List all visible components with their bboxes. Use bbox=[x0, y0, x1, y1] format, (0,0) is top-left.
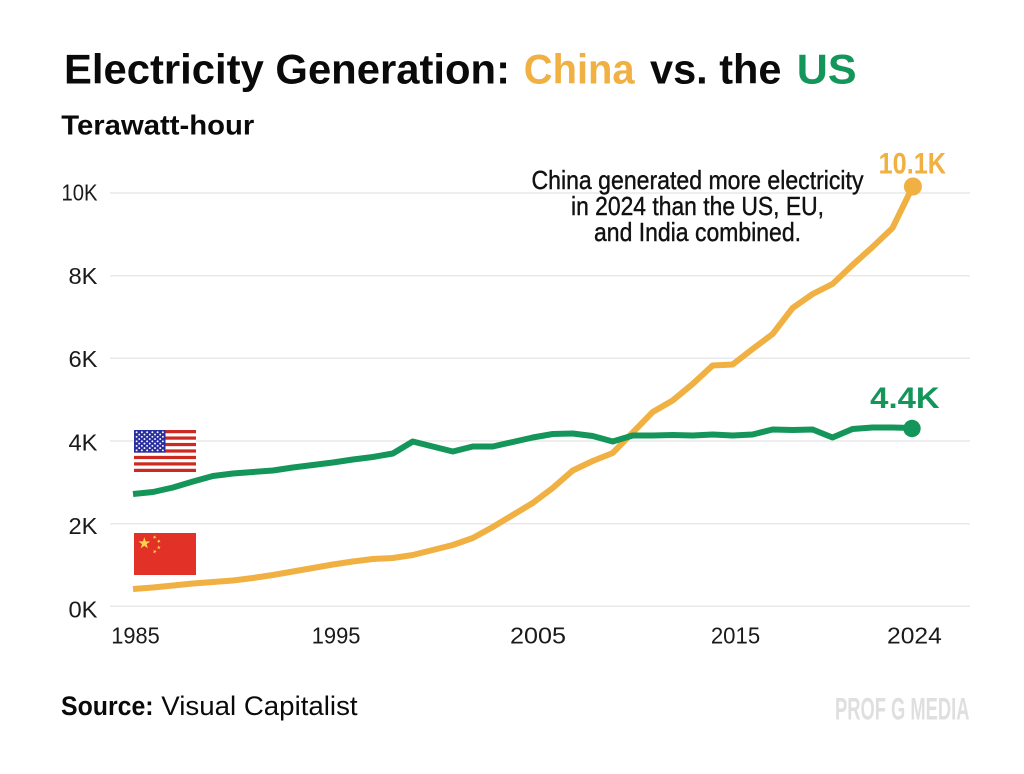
svg-text:Visual Capitalist: Visual Capitalist bbox=[161, 691, 358, 721]
svg-text:China generated more electrici: China generated more electricity bbox=[532, 165, 864, 195]
svg-text:vs. the: vs. the bbox=[650, 46, 782, 93]
svg-text:1995: 1995 bbox=[312, 622, 361, 648]
svg-text:Source:: Source: bbox=[61, 691, 154, 721]
svg-text:0K: 0K bbox=[69, 596, 99, 622]
svg-text:Terawatt-hour: Terawatt-hour bbox=[61, 109, 254, 140]
svg-text:2024: 2024 bbox=[887, 622, 942, 648]
svg-text:4.4K: 4.4K bbox=[870, 382, 940, 415]
svg-text:4K: 4K bbox=[69, 430, 99, 456]
svg-text:China: China bbox=[524, 46, 635, 93]
svg-text:and India combined.: and India combined. bbox=[594, 217, 801, 247]
svg-text:Electricity Generation:: Electricity Generation: bbox=[64, 46, 510, 93]
svg-text:in 2024 than the US, EU,: in 2024 than the US, EU, bbox=[571, 191, 824, 221]
svg-text:US: US bbox=[797, 46, 857, 93]
svg-text:10K: 10K bbox=[62, 179, 99, 205]
svg-text:2015: 2015 bbox=[711, 622, 760, 648]
svg-text:6K: 6K bbox=[69, 346, 99, 372]
svg-text:2K: 2K bbox=[69, 513, 99, 539]
svg-text:10.1K: 10.1K bbox=[879, 147, 947, 180]
svg-text:1985: 1985 bbox=[111, 622, 160, 648]
svg-text:2005: 2005 bbox=[510, 622, 566, 648]
svg-text:PROF G MEDIA: PROF G MEDIA bbox=[835, 691, 970, 727]
svg-text:8K: 8K bbox=[69, 263, 99, 289]
